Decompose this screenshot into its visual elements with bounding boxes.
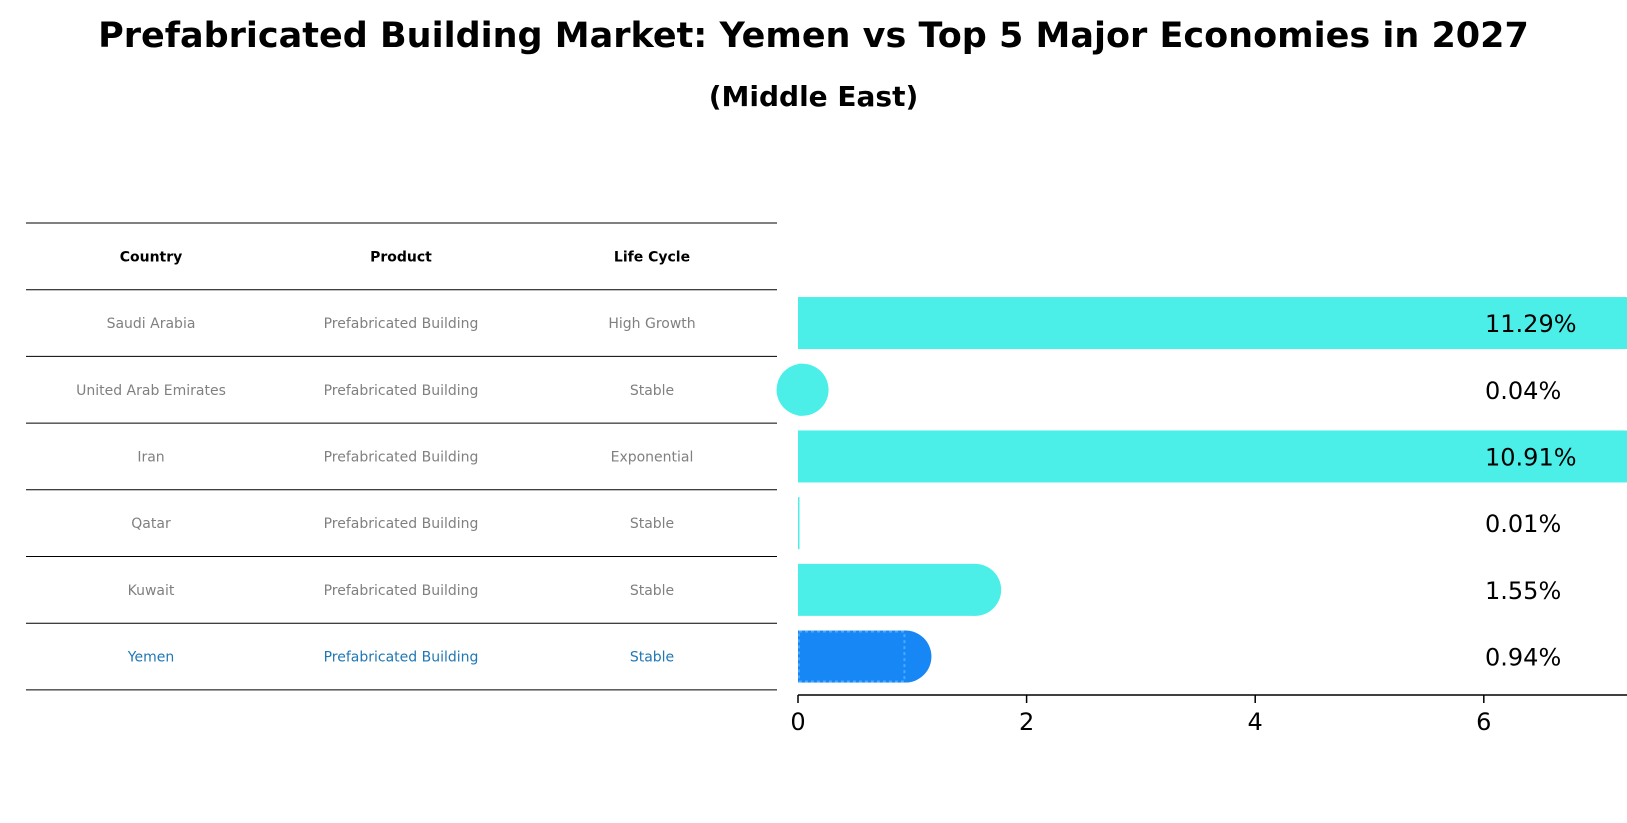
table-cell-product: Prefabricated Building [324,583,479,599]
bar-value-label: 0.01% [1485,510,1561,538]
table-cell-product: Prefabricated Building [324,449,479,465]
table-header-life-cycle: Life Cycle [614,249,690,265]
bar-iran [798,430,1627,483]
chart-title: Prefabricated Building Market: Yemen vs … [98,16,1529,56]
table-cell-life-cycle: Exponential [611,449,694,465]
data-table: Country Product Life Cycle Saudi Arabia Pref… [26,222,777,691]
x-tick-label: 6 [1476,708,1491,736]
table-cell-country: Qatar [131,516,171,532]
bar-value-label: 0.04% [1485,377,1561,405]
x-tick-label: 0 [790,708,805,736]
table-header-product: Product [370,249,432,265]
table-header-country: Country [120,249,183,265]
bar-value-label: 10.91% [1485,443,1577,471]
bar-value-label: 0.94% [1485,644,1561,672]
bar-saudi-arabia [798,297,1627,350]
bar-united-arab-emirates [776,363,829,416]
x-tick-label: 2 [1019,708,1034,736]
table-cell-product: Prefabricated Building [324,516,479,532]
table-cell-life-cycle: High Growth [608,316,695,332]
table-cell-product: Prefabricated Building [324,383,479,399]
table-cell-product: Prefabricated Building [324,316,479,332]
table-cell-life-cycle: Stable [630,583,674,599]
x-tick-label: 4 [1248,708,1263,736]
bar-value-label: 11.29% [1485,310,1577,338]
bar-chart: 11.29% 0.04% 10.91% 0.01% 1.55% 0.94% [776,297,1627,683]
bar-value-label: 1.55% [1485,577,1561,605]
chart-subtitle: (Middle East) [708,80,919,113]
table-cell-country: Kuwait [128,583,175,599]
x-axis: 0246810 [790,694,1627,736]
bar-yemen [798,630,932,683]
table-cell-country: United Arab Emirates [76,383,226,399]
table-cell-life-cycle: Stable [630,516,674,532]
table-cell-life-cycle: Stable [630,383,674,399]
bar-kuwait [798,563,1002,616]
table-cell-country: Yemen [127,650,174,666]
bar-qatar [798,497,800,550]
table-cell-life-cycle: Stable [630,650,674,666]
table-cell-country: Saudi Arabia [107,316,196,332]
table-cell-product: Prefabricated Building [324,650,479,666]
table-cell-country: Iran [137,449,164,465]
